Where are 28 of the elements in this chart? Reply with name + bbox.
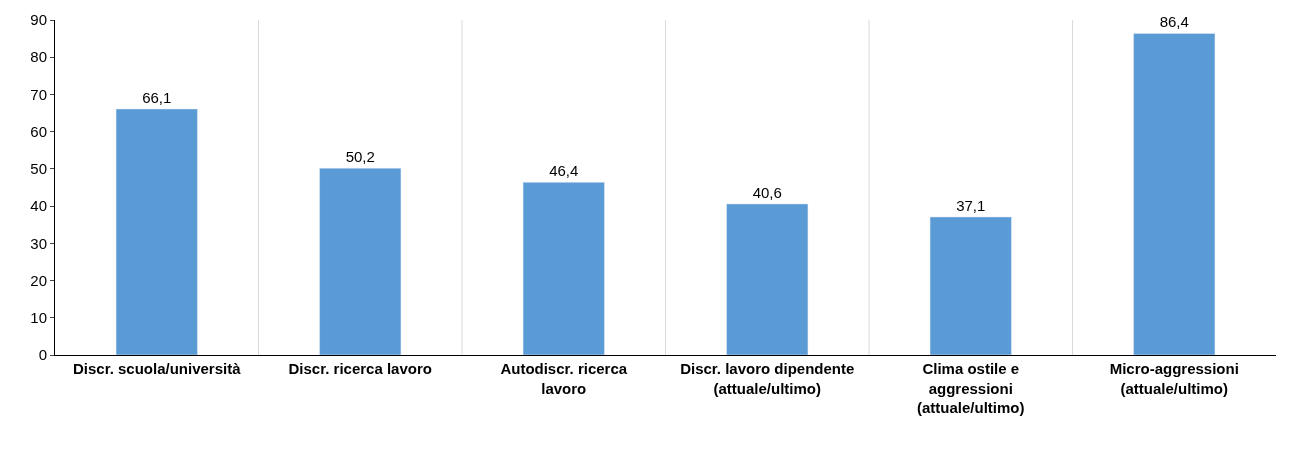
y-tick-label: 70 (30, 85, 47, 103)
bar (726, 203, 809, 355)
data-label: 50,2 (345, 148, 375, 166)
x-tick-label: Micro-aggressioni (attuale/ultimo) (1109, 360, 1239, 397)
data-label: 37,1 (956, 196, 986, 214)
bar (115, 108, 198, 355)
y-tick-label: 90 (30, 11, 47, 29)
bar (522, 182, 605, 355)
data-label: 86,4 (1159, 13, 1189, 31)
y-tick-label: 60 (30, 122, 47, 140)
x-tick-label: Autodiscr. ricerca lavoro (500, 360, 628, 397)
x-tick-label: Clima ostile e aggressioni (attuale/ultimo) (917, 360, 1025, 416)
data-label: 40,6 (752, 183, 782, 201)
y-tick-label: 0 (38, 346, 47, 364)
y-tick-label: 10 (30, 309, 47, 327)
x-tick-label: Discr. ricerca lavoro (288, 360, 432, 377)
bar (319, 167, 402, 355)
bar (1133, 33, 1216, 355)
data-label: 66,1 (142, 88, 172, 106)
bar (929, 216, 1012, 355)
y-tick-label: 30 (30, 234, 47, 252)
y-tick-label: 40 (30, 197, 47, 215)
x-tick-label: Discr. scuola/università (72, 360, 242, 377)
y-tick-label: 50 (30, 160, 47, 178)
data-label: 46,4 (549, 162, 579, 180)
y-tick-label: 80 (30, 48, 47, 66)
x-tick-label: Discr. lavoro dipendente (attuale/ultimo) (680, 360, 855, 397)
y-tick-label: 20 (30, 271, 47, 289)
